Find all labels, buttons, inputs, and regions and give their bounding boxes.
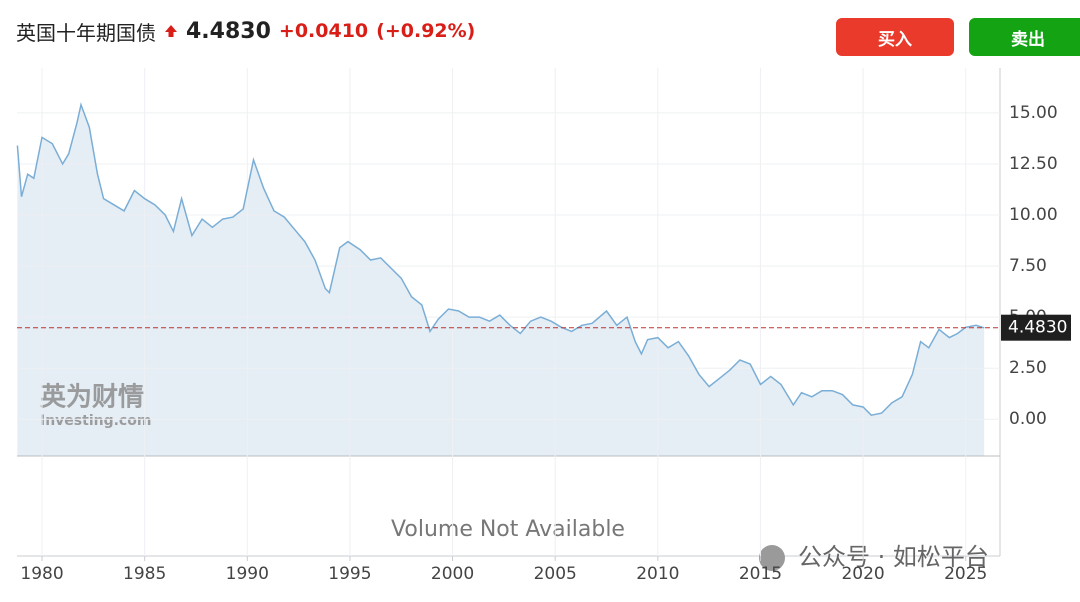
x-tick-label: 2010 [636, 564, 679, 584]
watermark-en: Investing.com [40, 413, 151, 429]
sell-button[interactable]: 卖出 [969, 18, 1080, 56]
x-tick-label: 1990 [226, 564, 269, 584]
x-tick-label: 2000 [431, 564, 474, 584]
y-tick-label: 5.00 [1009, 307, 1047, 327]
x-tick-label: 1995 [328, 564, 371, 584]
header: 英国十年期国债 4.4830 +0.0410 (+0.92%) [16, 14, 475, 48]
x-tick-label: 2025 [944, 564, 987, 584]
change-percent: (+0.92%) [376, 20, 476, 42]
y-tick-label: 0.00 [1009, 409, 1047, 429]
last-price-box [1001, 314, 1071, 341]
y-tick-label: 12.50 [1009, 154, 1058, 174]
buy-button[interactable]: 买入 [836, 18, 954, 56]
price-line [16, 102, 985, 417]
y-tick-label: 2.50 [1009, 358, 1047, 378]
y-tick-label: 15.00 [1009, 103, 1058, 123]
wechat-icon [759, 545, 785, 571]
source: 公众号 · 如松平台 [798, 543, 989, 571]
x-tick-label: 1985 [123, 564, 166, 584]
x-tick-label: 2020 [841, 564, 884, 584]
last-price-label: 4.4830 [1008, 318, 1067, 338]
y-tick-label: 7.50 [1009, 256, 1047, 276]
change: +0.0410 [278, 20, 369, 42]
watermark-cn: 英为财情 [40, 383, 144, 413]
volume-note: Volume Not Available [391, 517, 625, 542]
area-fill [17, 104, 985, 457]
x-tick-label: 1980 [20, 564, 63, 584]
title: 英国十年期国债 [16, 20, 156, 45]
x-tick-label: 2005 [534, 564, 577, 584]
price: 4.4830 [186, 18, 271, 44]
up-arrow [165, 25, 177, 37]
x-tick-label: 2015 [739, 564, 782, 584]
y-tick-label: 10.00 [1009, 205, 1058, 225]
